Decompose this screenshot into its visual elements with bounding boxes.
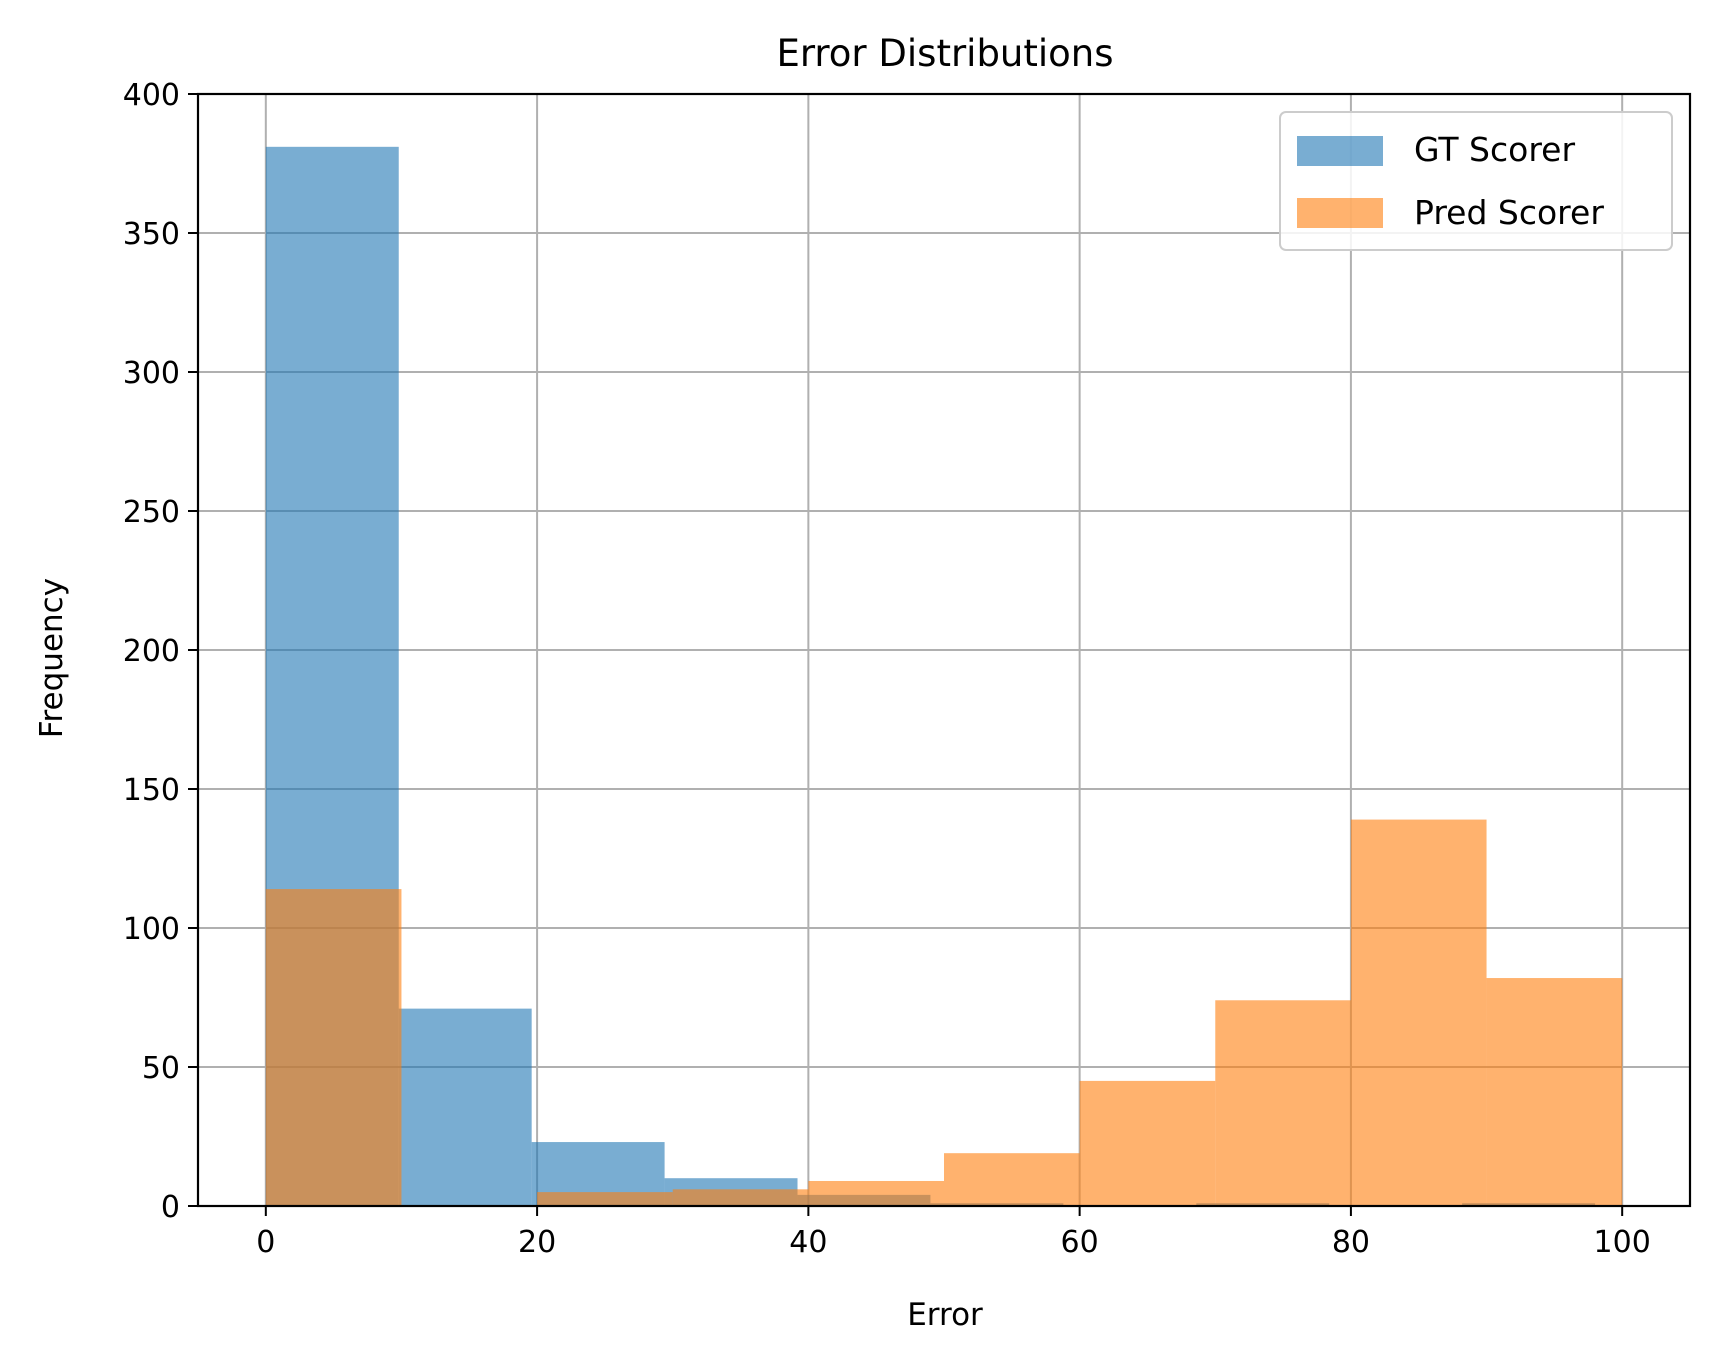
bar-pred-scorer bbox=[1079, 1080, 1216, 1206]
y-axis-label: Frequency bbox=[34, 578, 70, 738]
y-tick-label: 50 bbox=[142, 1051, 180, 1086]
x-tick-label: 60 bbox=[1061, 1225, 1099, 1260]
bar-pred-scorer bbox=[1350, 819, 1487, 1206]
x-tick-label: 20 bbox=[518, 1225, 556, 1260]
bar-pred-scorer bbox=[1486, 978, 1623, 1206]
y-tick-label: 100 bbox=[123, 912, 180, 947]
x-tick-label: 80 bbox=[1332, 1225, 1370, 1260]
legend-swatch-pred-scorer bbox=[1297, 198, 1383, 228]
bar-pred-scorer bbox=[537, 1192, 673, 1206]
bar-pred-scorer bbox=[808, 1180, 944, 1206]
x-axis-label: Error bbox=[907, 1297, 983, 1333]
legend-label-gt-scorer: GT Scorer bbox=[1414, 130, 1575, 169]
y-tick-label: 200 bbox=[123, 634, 180, 669]
y-tick-label: 0 bbox=[161, 1190, 180, 1225]
y-tick-label: 300 bbox=[123, 356, 180, 391]
tick-labels: 0 20 40 60 80 100 0 50 100 150 200 250 300 350 400 bbox=[123, 78, 1651, 1260]
bar-gt-scorer bbox=[398, 1008, 532, 1206]
legend-swatch-gt-scorer bbox=[1297, 136, 1383, 166]
axes bbox=[188, 92, 1692, 1216]
y-tick-label: 400 bbox=[123, 78, 180, 113]
x-tick-label: 100 bbox=[1594, 1225, 1651, 1260]
histogram-bars bbox=[265, 146, 1623, 1206]
y-tick-label: 250 bbox=[123, 495, 180, 530]
bar-pred-scorer bbox=[944, 1153, 1080, 1206]
bar-pred-scorer bbox=[265, 889, 402, 1206]
bar-pred-scorer bbox=[1215, 1000, 1351, 1206]
legend-label-pred-scorer: Pred Scorer bbox=[1414, 193, 1604, 232]
legend: GT Scorer Pred Scorer bbox=[1279, 111, 1673, 251]
y-tick-label: 350 bbox=[123, 217, 180, 252]
x-tick-label: 0 bbox=[256, 1225, 275, 1260]
chart-title: Error Distributions bbox=[776, 32, 1113, 75]
x-tick-label: 40 bbox=[789, 1225, 827, 1260]
bar-pred-scorer bbox=[672, 1189, 809, 1206]
y-tick-label: 150 bbox=[123, 773, 180, 808]
